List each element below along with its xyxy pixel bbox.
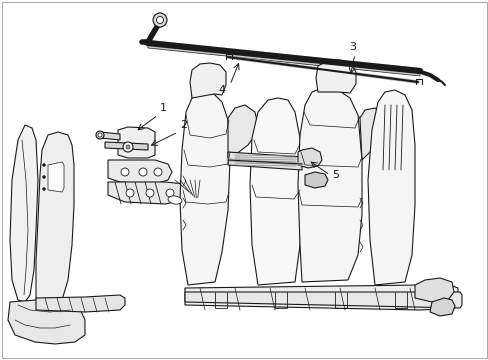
Circle shape (156, 17, 163, 23)
Circle shape (98, 133, 102, 137)
Polygon shape (118, 127, 155, 158)
Polygon shape (108, 182, 190, 204)
Text: 4: 4 (218, 85, 224, 95)
Polygon shape (148, 45, 419, 76)
Polygon shape (184, 292, 461, 308)
Circle shape (121, 168, 129, 176)
Polygon shape (108, 160, 172, 184)
Polygon shape (184, 285, 457, 310)
Circle shape (154, 168, 162, 176)
Circle shape (123, 142, 133, 152)
Polygon shape (297, 88, 361, 282)
Text: 2: 2 (180, 120, 187, 130)
Polygon shape (249, 98, 302, 285)
Polygon shape (100, 132, 120, 140)
Polygon shape (105, 142, 148, 150)
Circle shape (42, 176, 45, 179)
Polygon shape (36, 295, 125, 312)
Circle shape (139, 168, 147, 176)
Text: 3: 3 (348, 42, 355, 52)
Polygon shape (414, 278, 453, 302)
Polygon shape (36, 132, 74, 300)
Circle shape (42, 188, 45, 190)
Polygon shape (315, 60, 355, 93)
Polygon shape (305, 172, 327, 188)
Text: 1: 1 (160, 103, 167, 113)
Circle shape (126, 189, 134, 197)
Circle shape (96, 131, 104, 139)
Text: 5: 5 (331, 170, 338, 180)
Polygon shape (190, 63, 225, 98)
Polygon shape (48, 162, 64, 192)
Polygon shape (227, 152, 302, 170)
Polygon shape (8, 298, 85, 344)
Polygon shape (359, 108, 384, 160)
Circle shape (165, 189, 174, 197)
Polygon shape (180, 92, 229, 285)
Circle shape (146, 189, 154, 197)
Polygon shape (297, 148, 321, 168)
Polygon shape (429, 298, 454, 316)
Polygon shape (227, 105, 258, 160)
Ellipse shape (168, 196, 182, 204)
Polygon shape (10, 125, 38, 302)
Polygon shape (367, 90, 414, 285)
Polygon shape (148, 42, 419, 73)
Circle shape (126, 145, 130, 149)
Circle shape (42, 163, 45, 166)
Circle shape (153, 13, 167, 27)
